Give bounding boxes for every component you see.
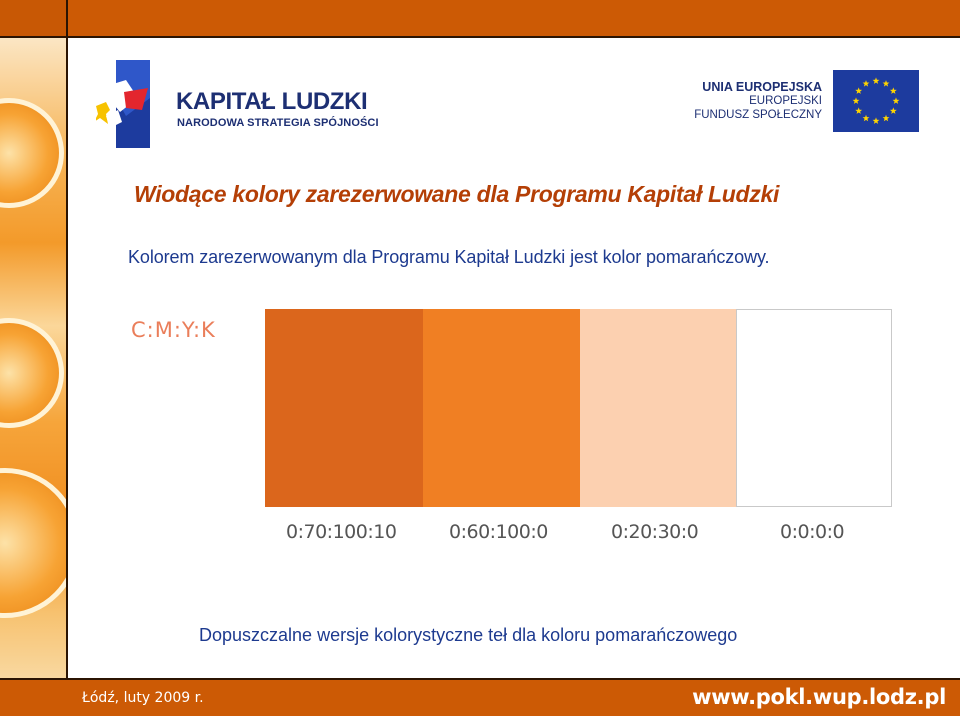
left-divider	[66, 38, 68, 678]
footer-date: Łódź, luty 2009 r.	[82, 690, 204, 706]
eu-star-icon	[889, 87, 897, 94]
kapital-ludzki-title: KAPITAŁ LUDZKI	[176, 88, 368, 115]
eu-star-icon	[889, 107, 897, 114]
eu-star-icon	[855, 87, 863, 94]
color-palette: C:M:Y:K 0:70:100:10 0:60:100:0 0:20:30:0…	[128, 308, 906, 558]
eu-line-social-fund: FUNDUSZ SPOŁECZNY	[694, 109, 822, 121]
swatch-dark-orange	[265, 309, 423, 507]
top-bar	[0, 0, 960, 38]
top-left-corner	[0, 0, 68, 38]
eu-star-icon	[855, 107, 863, 114]
orange-slice-icon	[0, 98, 64, 208]
swatch-orange	[423, 309, 580, 507]
eu-star-icon	[862, 80, 870, 87]
intro-text: Kolorem zarezerwowanym dla Programu Kapi…	[128, 247, 770, 267]
eu-star-icon	[892, 97, 900, 104]
swatch-value: 0:20:30:0	[611, 521, 699, 543]
eu-star-icon	[882, 80, 890, 87]
eu-star-icon	[872, 77, 880, 84]
swatch-white	[736, 309, 892, 507]
eu-star-icon	[852, 97, 860, 104]
eu-star-icon	[882, 114, 890, 122]
orange-slice-icon	[0, 468, 68, 618]
footer-url-link[interactable]: www.pokl.wup.lodz.pl	[692, 685, 946, 709]
cmyk-label: C:M:Y:K	[131, 318, 216, 342]
eu-fund-text: UNIA EUROPEJSKA EUROPEJSKI FUNDUSZ SPOŁE…	[694, 80, 822, 122]
top-rule	[0, 36, 960, 38]
kapital-ludzki-subtitle: NARODOWA STRATEGIA SPÓJNOŚCI	[177, 117, 379, 129]
eu-line-european: EUROPEJSKI	[749, 95, 822, 107]
eu-star-icon	[862, 114, 870, 122]
bottom-bar: Łódź, luty 2009 r. www.pokl.wup.lodz.pl	[0, 678, 960, 716]
orange-slice-icon	[0, 318, 64, 428]
orange-photo-strip	[0, 38, 68, 678]
swatch-value: 0:60:100:0	[449, 521, 548, 543]
swatch-value: 0:70:100:10	[286, 521, 397, 543]
caption-text: Dopuszczalne wersje kolorystyczne teł dl…	[199, 625, 738, 645]
swatch-light-peach	[580, 309, 736, 507]
slide-heading: Wiodące kolory zarezerwowane dla Program…	[134, 181, 780, 207]
eu-line-union: UNIA EUROPEJSKA	[702, 80, 822, 94]
swatch-value: 0:0:0:0	[780, 521, 845, 543]
eu-star-icon	[872, 117, 880, 124]
eu-flag-icon	[833, 70, 919, 132]
kapital-ludzki-logo-icon	[96, 60, 150, 148]
